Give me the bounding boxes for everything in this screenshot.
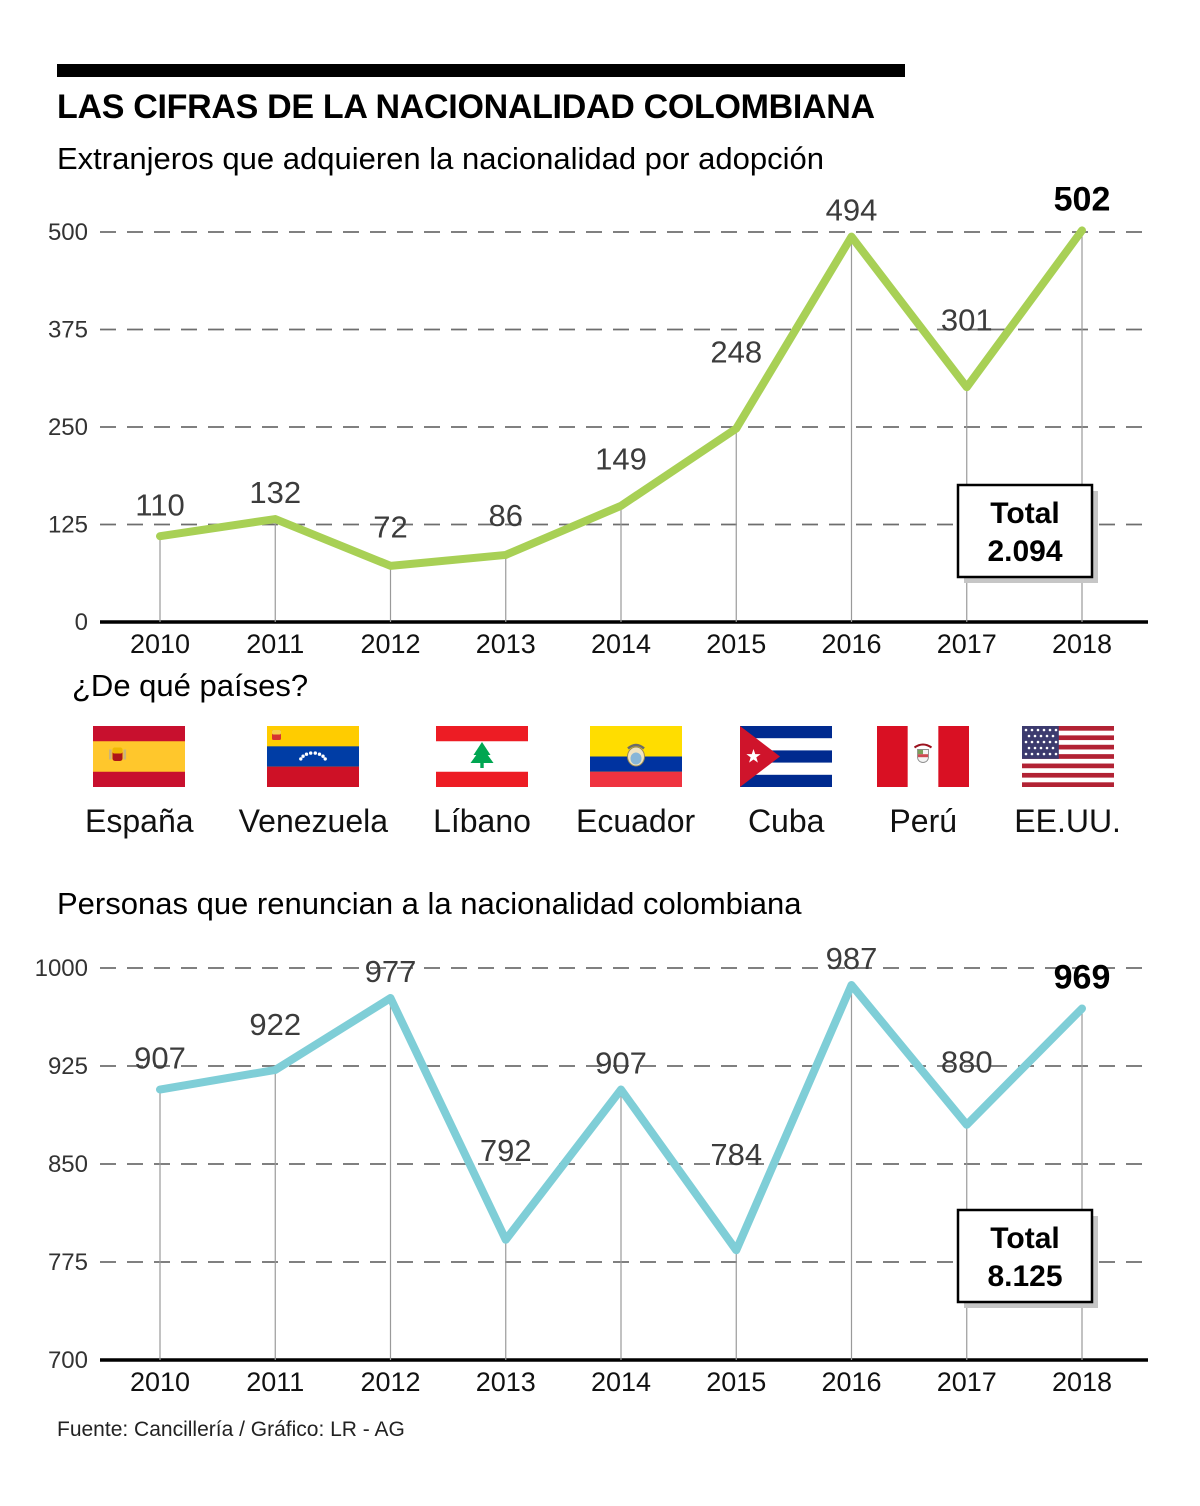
svg-text:2010: 2010 [130, 629, 190, 659]
svg-text:2012: 2012 [360, 629, 420, 659]
trend-line [156, 226, 1086, 570]
point-droplines [159, 984, 1083, 1360]
country-item-peru: Perú [877, 726, 970, 840]
svg-text:132: 132 [249, 475, 301, 510]
country-item-cuba: Cuba [740, 726, 833, 840]
svg-text:149: 149 [595, 442, 647, 477]
gridlines: 700 775 850 925 1000 [35, 955, 1148, 1374]
svg-text:784: 784 [710, 1137, 762, 1172]
country-item-lebanon: Líbano [433, 726, 531, 840]
svg-text:250: 250 [48, 414, 88, 441]
svg-text:Total: Total [990, 1222, 1059, 1255]
svg-text:2010: 2010 [130, 1367, 190, 1397]
svg-text:977: 977 [365, 954, 417, 989]
svg-text:792: 792 [480, 1133, 532, 1168]
gridlines: 0 125 250 375 500 [48, 219, 1148, 636]
svg-text:8.125: 8.125 [987, 1260, 1062, 1293]
svg-text:2016: 2016 [821, 629, 881, 659]
svg-text:2018: 2018 [1052, 1367, 1112, 1397]
country-label: EE.UU. [1014, 803, 1121, 839]
svg-text:500: 500 [48, 219, 88, 246]
svg-text:987: 987 [826, 941, 878, 976]
country-item-venezuela: Venezuela [239, 726, 388, 840]
svg-text:2013: 2013 [476, 1367, 536, 1397]
svg-text:301: 301 [941, 302, 993, 337]
country-label: Ecuador [575, 803, 696, 839]
ecuador-flag-icon [589, 726, 682, 787]
country-label: Líbano [433, 803, 531, 839]
total-box: Total 2.094 [956, 483, 1098, 583]
svg-text:700: 700 [48, 1347, 88, 1374]
country-item-spain: España [85, 726, 194, 840]
svg-text:850: 850 [48, 1151, 88, 1178]
countries-section-title: ¿De qué países? [72, 668, 309, 703]
country-flags-row: España Venezuela Líbano Ecuador Cuba Perú EE.U… [85, 726, 1121, 840]
svg-text:2014: 2014 [591, 629, 651, 659]
country-label: España [85, 803, 194, 839]
page-title: LAS CIFRAS DE LA NACIONALIDAD COLOMBIANA [57, 88, 875, 126]
value-labels: 907 922 977 792 907 784 987 880 969 [134, 941, 1110, 1172]
svg-text:2015: 2015 [706, 629, 766, 659]
svg-text:2.094: 2.094 [987, 535, 1062, 568]
svg-text:2017: 2017 [937, 1367, 997, 1397]
svg-text:907: 907 [595, 1046, 647, 1081]
x-axis-labels: 2010 2011 2012 2013 2014 2015 2016 2017 2018 [130, 1367, 1112, 1397]
svg-text:2012: 2012 [360, 1367, 420, 1397]
lebanon-flag-icon [436, 726, 528, 787]
source-credit: Fuente: Cancillería / Gráfico: LR - AG [57, 1418, 405, 1441]
svg-text:72: 72 [373, 510, 407, 545]
usa-flag-icon [1021, 726, 1114, 787]
title-rule [57, 64, 905, 77]
trend-line [156, 980, 1086, 1255]
svg-text:775: 775 [48, 1249, 88, 1276]
svg-text:375: 375 [48, 317, 88, 344]
svg-text:494: 494 [826, 193, 878, 228]
renunciation-chart-title: Personas que renuncian a la nacionalidad… [57, 886, 802, 921]
svg-text:2013: 2013 [476, 629, 536, 659]
country-label: Perú [889, 803, 958, 839]
svg-text:110: 110 [135, 488, 184, 523]
svg-text:248: 248 [710, 335, 762, 370]
svg-text:907: 907 [134, 1040, 186, 1075]
adoption-chart-title: Extranjeros que adquieren la nacionalida… [57, 141, 824, 176]
spain-flag-icon [93, 726, 186, 787]
svg-text:880: 880 [941, 1044, 993, 1079]
peru-flag-icon [877, 726, 970, 787]
svg-text:86: 86 [489, 498, 523, 533]
svg-text:502: 502 [1054, 185, 1111, 218]
svg-text:925: 925 [48, 1053, 88, 1080]
country-label: Venezuela [238, 803, 389, 839]
svg-text:2015: 2015 [706, 1367, 766, 1397]
svg-text:2017: 2017 [937, 629, 997, 659]
svg-text:2011: 2011 [246, 629, 304, 659]
renunciation-line-chart: 700 775 850 925 1000 2010 2011 2012 2013 2014 2015… [35, 941, 1148, 1397]
cuba-flag-icon [740, 726, 833, 787]
svg-text:2018: 2018 [1052, 629, 1112, 659]
x-axis-labels: 2010 2011 2012 2013 2014 2015 2016 2017 2018 [130, 629, 1112, 659]
value-labels: 110 132 72 86 149 248 494 301 502 [135, 185, 1110, 545]
svg-text:2016: 2016 [821, 1367, 881, 1397]
svg-text:2011: 2011 [246, 1367, 304, 1397]
venezuela-flag-icon [267, 726, 360, 787]
svg-text:2014: 2014 [591, 1367, 651, 1397]
country-label: Cuba [747, 803, 825, 839]
country-item-ecuador: Ecuador [576, 726, 695, 840]
svg-text:969: 969 [1054, 959, 1111, 997]
svg-text:1000: 1000 [35, 955, 88, 982]
total-box: Total 8.125 [956, 1208, 1098, 1308]
svg-text:922: 922 [249, 1007, 301, 1042]
svg-text:125: 125 [48, 512, 88, 539]
svg-text:0: 0 [75, 609, 88, 636]
svg-text:Total: Total [990, 497, 1059, 530]
country-item-usa: EE.UU. [1014, 726, 1121, 840]
